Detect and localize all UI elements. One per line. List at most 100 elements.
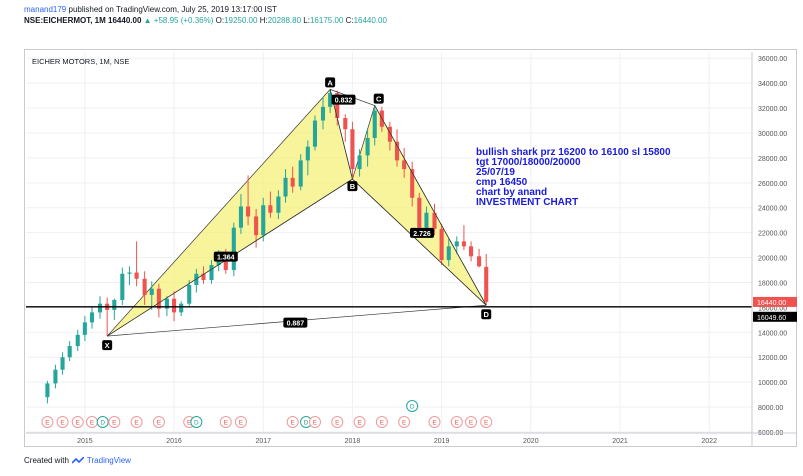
candle-body <box>484 266 489 302</box>
x-tick-label: 2018 <box>345 438 361 445</box>
x-tick-label: 2021 <box>612 438 628 445</box>
candle-body <box>179 303 184 313</box>
candle-body <box>246 206 251 217</box>
earnings-marker <box>465 416 478 428</box>
event-label: E <box>224 420 229 427</box>
candle-body <box>305 146 310 161</box>
ohlc-low-label: L: <box>303 16 310 25</box>
pattern-point-label: B <box>350 182 356 191</box>
candle-body <box>149 288 154 295</box>
price-axis: 36000.00 34000.00 32000.00 30000.00 28000.00… <box>751 52 797 447</box>
y-tick-label: 24000.00 <box>758 206 787 213</box>
ticker-symbol: NSE:EICHERMOT, 1M <box>24 16 106 25</box>
pattern-point-label: X <box>105 341 110 350</box>
event-label: E <box>291 420 296 427</box>
earnings-marker <box>286 416 299 428</box>
publish-line: manand179 published on TradingView.com, … <box>24 4 387 15</box>
event-label: E <box>60 420 65 427</box>
annotation-line: bullish shark prz 16200 to 16100 sl 1580… <box>476 147 671 158</box>
earnings-marker <box>219 416 232 428</box>
pattern-point-marker <box>325 77 336 88</box>
footer: Created with TradingView <box>24 456 131 465</box>
candle-body <box>357 155 362 170</box>
time-axis: 2015 2016 2017 2018 2019 2020 2021 2022 <box>26 432 797 445</box>
candle-body <box>372 110 377 138</box>
candle-body <box>298 160 303 187</box>
ratio-marker <box>213 251 238 262</box>
candle-body <box>231 227 236 271</box>
event-label: D <box>410 404 415 411</box>
earnings-marker <box>130 416 143 428</box>
earnings-marker <box>398 416 411 428</box>
candle-body <box>112 299 117 310</box>
events-layer: E E E E D E E E E D E E E D E E E EDE E E E E <box>41 400 493 428</box>
tradingview-brand[interactable]: TradingView <box>86 456 131 465</box>
y-tick-label: 22000.00 <box>758 231 787 238</box>
earnings-marker <box>450 416 463 428</box>
annotation-text: bullish shark prz 16200 to 16100 sl 1580… <box>476 147 671 208</box>
x-tick-label: 2017 <box>255 438 271 445</box>
candle-body <box>424 212 429 228</box>
tradingview-logo-icon <box>71 456 84 464</box>
price-change: ▲ +58.95 (+0.36%) <box>143 16 214 25</box>
y-tick-label: 20000.00 <box>758 256 787 263</box>
y-tick-label: 34000.00 <box>758 81 787 88</box>
symbol-label: EICHER MOTORS, 1M, NSE <box>32 57 129 66</box>
author-link[interactable]: manand179 <box>24 5 67 14</box>
publish-info: published on TradingView.com, July 25, 2… <box>68 5 277 14</box>
event-label: E <box>432 420 437 427</box>
x-tick-label: 2019 <box>434 438 450 445</box>
event-label: E <box>455 420 460 427</box>
candle-body <box>276 196 281 213</box>
event-label: E <box>313 420 318 427</box>
earnings-marker <box>41 416 54 428</box>
earnings-marker <box>108 416 121 428</box>
event-label: E <box>357 420 362 427</box>
y-tick-label: 12000.00 <box>758 355 787 362</box>
candle-body <box>142 278 147 295</box>
grid-lines <box>26 52 752 433</box>
event-label: E <box>134 420 139 427</box>
x-tick-label: 2016 <box>166 438 182 445</box>
candle-body <box>216 260 221 266</box>
earnings-marker <box>308 416 321 428</box>
candle-body <box>283 177 288 197</box>
earnings-marker <box>428 416 441 428</box>
candle-body <box>120 273 125 300</box>
annotation-line: cmp 16450 <box>476 177 528 188</box>
candle-body <box>394 141 400 161</box>
ohlc-high-label: H: <box>259 16 268 25</box>
event-label: E <box>402 420 407 427</box>
candle-body <box>60 357 65 370</box>
earnings-marker <box>353 416 366 428</box>
ratio-label: 0.887 <box>287 321 305 328</box>
ohlc-close-label: C: <box>345 16 354 25</box>
candle-body <box>97 303 103 313</box>
candle-body <box>402 160 407 170</box>
candle-body <box>75 334 80 347</box>
event-label: D <box>100 420 105 427</box>
pattern-point-label: C <box>376 95 382 104</box>
pattern-point-label: D <box>484 310 490 319</box>
y-tick-label: 8000.00 <box>758 405 783 412</box>
candle-body <box>461 241 466 247</box>
pattern-point-label: A <box>327 78 333 87</box>
ratio-marker <box>331 94 356 105</box>
candle-body <box>469 246 474 257</box>
pattern-line <box>374 105 487 306</box>
dividend-marker <box>96 416 109 428</box>
ohlc-low: 16175.00 <box>309 16 344 25</box>
y-tick-label: 36000.00 <box>758 56 787 63</box>
event-label: E <box>335 420 340 427</box>
ohlc-close: 16440.00 <box>353 16 387 25</box>
x-tick-label: 2020 <box>523 438 539 445</box>
ohlc-open: 19250.00 <box>224 16 258 25</box>
candle-body <box>410 169 415 198</box>
candle-body <box>417 197 422 228</box>
last-price-tag-label: 16440.00 <box>757 300 786 307</box>
pattern-point-marker <box>347 181 358 192</box>
dividend-marker <box>190 416 203 428</box>
y-tick-label: 16000.00 <box>758 305 787 312</box>
event-label: E <box>380 420 385 427</box>
